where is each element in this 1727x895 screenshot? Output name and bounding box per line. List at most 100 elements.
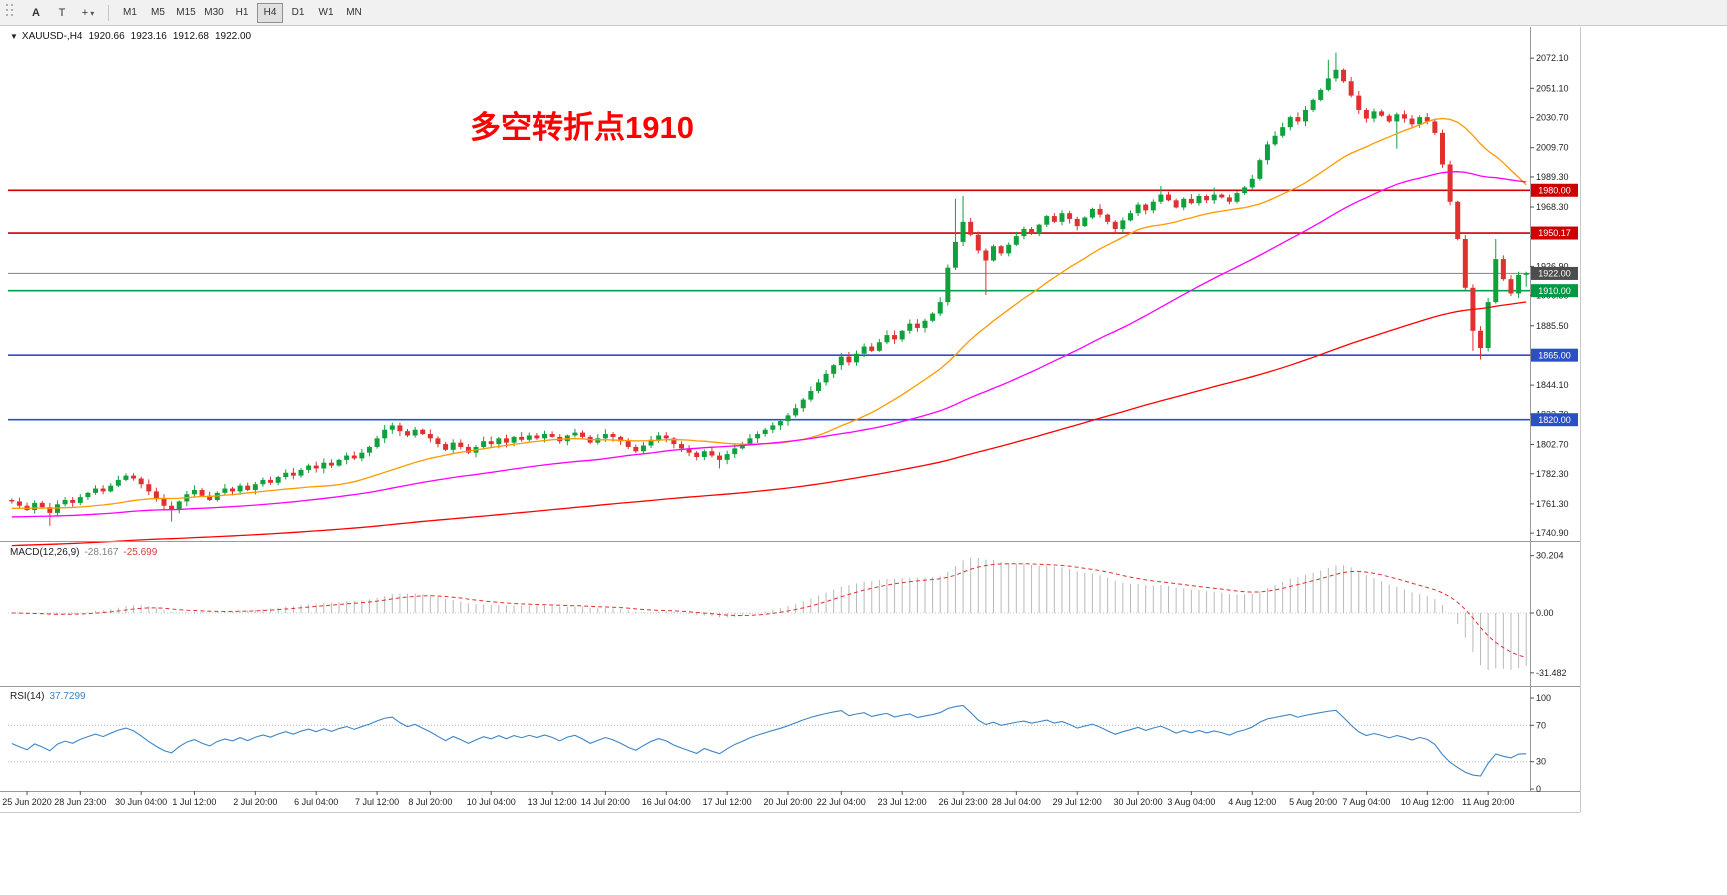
toolbar: A T + ▾ M1 M5 M15 M30 H1 H4 D1 W1 MN [0, 0, 1727, 26]
svg-text:1820.00: 1820.00 [1538, 415, 1571, 425]
ma-fast-line [11, 117, 1527, 509]
svg-text:-31.482: -31.482 [1536, 668, 1567, 678]
svg-text:16 Jul 04:00: 16 Jul 04:00 [642, 797, 691, 807]
price-badges: 1980.00 1950.17 1922.00 1910.00 1865.00 1820.… [1531, 183, 1578, 427]
rsi-line [11, 704, 1527, 777]
svg-text:1865.00: 1865.00 [1538, 350, 1571, 360]
macd-axis[interactable]: 30.204 0.00 -31.482 [1530, 551, 1567, 678]
timeframe-button-d1[interactable]: D1 [285, 3, 311, 23]
rsi-label: RSI(14) 37.7299 [10, 691, 86, 702]
macd-histogram [18, 557, 1527, 670]
timeframe-button-m5[interactable]: M5 [145, 3, 171, 23]
pane-splitters[interactable] [0, 541, 1580, 792]
svg-text:28 Jun 23:00: 28 Jun 23:00 [54, 797, 106, 807]
svg-text:7 Aug 04:00: 7 Aug 04:00 [1342, 797, 1390, 807]
rsi-value: 37.7299 [49, 691, 86, 702]
svg-text:28 Jul 04:00: 28 Jul 04:00 [992, 797, 1041, 807]
svg-text:30: 30 [1536, 757, 1546, 767]
macd-signal-value: -25.699 [123, 547, 158, 558]
svg-text:1782.30: 1782.30 [1536, 469, 1569, 479]
ohlc-header: ▼ XAUUSD-,H4 1920.66 1923.16 1912.68 1922.00 [10, 31, 251, 42]
svg-text:26 Jul 23:00: 26 Jul 23:00 [939, 797, 988, 807]
svg-text:0.00: 0.00 [1536, 608, 1554, 618]
svg-text:1922.00: 1922.00 [1538, 269, 1571, 279]
timeframe-button-mn[interactable]: MN [341, 3, 367, 23]
svg-text:1802.70: 1802.70 [1536, 440, 1569, 450]
svg-text:2072.10: 2072.10 [1536, 53, 1569, 63]
macd-name: MACD(12,26,9) [10, 547, 80, 558]
close-value: 1922.00 [214, 31, 252, 42]
symbol-label: XAUUSD-,H4 [21, 31, 83, 42]
svg-text:2009.70: 2009.70 [1536, 143, 1569, 153]
svg-text:1844.10: 1844.10 [1536, 380, 1569, 390]
chart-shift-marker-icon: ▼ [10, 32, 18, 41]
svg-text:14 Jul 20:00: 14 Jul 20:00 [581, 797, 630, 807]
svg-text:20 Jul 20:00: 20 Jul 20:00 [764, 797, 813, 807]
time-axis[interactable]: 25 Jun 2020 28 Jun 23:00 30 Jun 04:00 1 Jul… [2, 791, 1514, 807]
macd-label: MACD(12,26,9) -28.167 -25.699 [10, 547, 157, 558]
svg-text:1968.30: 1968.30 [1536, 202, 1569, 212]
ma-slow-line [11, 301, 1527, 547]
svg-text:7 Jul 12:00: 7 Jul 12:00 [355, 797, 399, 807]
chart-canvas[interactable]: 2072.10 2051.10 2030.70 2009.70 1989.30 1968.… [0, 26, 1727, 895]
svg-text:1761.30: 1761.30 [1536, 499, 1569, 509]
svg-text:30 Jun 04:00: 30 Jun 04:00 [115, 797, 167, 807]
level-lines[interactable] [8, 189, 1530, 421]
ma-mid-line [11, 171, 1527, 518]
timeframe-button-w1[interactable]: W1 [313, 3, 339, 23]
svg-text:1989.30: 1989.30 [1536, 172, 1569, 182]
svg-text:2 Jul 20:00: 2 Jul 20:00 [233, 797, 277, 807]
svg-text:22 Jul 04:00: 22 Jul 04:00 [817, 797, 866, 807]
text-tool-a-button[interactable]: A [24, 3, 48, 23]
svg-text:1980.00: 1980.00 [1538, 185, 1571, 195]
high-value: 1923.16 [130, 31, 167, 42]
timeframe-button-h1[interactable]: H1 [229, 3, 255, 23]
svg-text:29 Jul 12:00: 29 Jul 12:00 [1053, 797, 1102, 807]
svg-text:2051.10: 2051.10 [1536, 83, 1569, 93]
svg-text:25 Jun 2020: 25 Jun 2020 [2, 797, 52, 807]
svg-text:30 Jul 20:00: 30 Jul 20:00 [1114, 797, 1163, 807]
toolbar-separator [108, 4, 109, 21]
timeframe-button-m15[interactable]: M15 [173, 3, 199, 23]
dots-grid-icon [6, 4, 13, 16]
svg-text:100: 100 [1536, 693, 1551, 703]
timeframe-button-m1[interactable]: M1 [117, 3, 143, 23]
rsi-name: RSI(14) [10, 691, 45, 702]
svg-text:3 Aug 04:00: 3 Aug 04:00 [1167, 797, 1215, 807]
macd-signal-line [11, 563, 1527, 658]
svg-text:4 Aug 12:00: 4 Aug 12:00 [1228, 797, 1276, 807]
timeframe-button-m30[interactable]: M30 [201, 3, 227, 23]
window-borders [0, 27, 1581, 813]
chevron-down-icon: ▾ [90, 8, 95, 18]
rsi-level-lines [8, 724, 1530, 763]
macd-main-value: -28.167 [84, 547, 119, 558]
svg-text:10 Jul 04:00: 10 Jul 04:00 [467, 797, 516, 807]
chart-area: 2072.10 2051.10 2030.70 2009.70 1989.30 1968.… [0, 26, 1727, 895]
svg-text:10 Aug 12:00: 10 Aug 12:00 [1401, 797, 1454, 807]
timeframe-button-h4[interactable]: H4 [257, 2, 283, 23]
svg-text:13 Jul 12:00: 13 Jul 12:00 [528, 797, 577, 807]
svg-text:1910.00: 1910.00 [1538, 286, 1571, 296]
svg-text:23 Jul 12:00: 23 Jul 12:00 [878, 797, 927, 807]
svg-text:30.204: 30.204 [1536, 551, 1564, 561]
svg-text:70: 70 [1536, 720, 1546, 730]
text-tool-t-button[interactable]: T [50, 3, 74, 23]
crosshair-icon: + [81, 6, 89, 19]
low-value: 1912.68 [172, 31, 209, 42]
svg-text:6 Jul 04:00: 6 Jul 04:00 [294, 797, 338, 807]
svg-text:8 Jul 20:00: 8 Jul 20:00 [408, 797, 452, 807]
svg-text:1740.90: 1740.90 [1536, 528, 1569, 538]
svg-text:1885.50: 1885.50 [1536, 321, 1569, 331]
crosshair-button[interactable]: + ▾ [76, 3, 100, 23]
svg-text:1 Jul 12:00: 1 Jul 12:00 [172, 797, 216, 807]
svg-text:1926.90: 1926.90 [1536, 261, 1569, 271]
svg-text:2030.70: 2030.70 [1536, 113, 1569, 123]
svg-text:5 Aug 20:00: 5 Aug 20:00 [1289, 797, 1337, 807]
timeframe-group: M1 M5 M15 M30 H1 H4 D1 W1 MN [117, 2, 367, 23]
svg-text:0: 0 [1536, 784, 1541, 794]
annotation-text[interactable]: 多空转折点1910 [470, 110, 694, 145]
rsi-axis[interactable]: 100 70 30 0 [1530, 693, 1551, 794]
svg-text:11 Aug 20:00: 11 Aug 20:00 [1462, 797, 1514, 807]
toolbar-grip-icon[interactable] [5, 3, 14, 22]
svg-text:17 Jul 12:00: 17 Jul 12:00 [703, 797, 752, 807]
